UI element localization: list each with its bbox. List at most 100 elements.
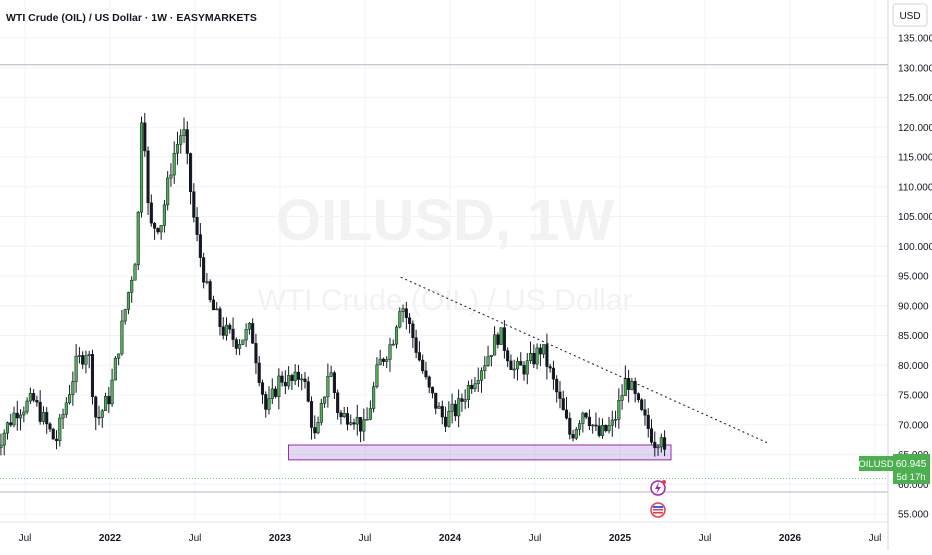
candle-body	[574, 429, 578, 439]
candle-down	[146, 146, 150, 215]
candle-up	[368, 400, 372, 421]
candle-down	[633, 377, 637, 403]
candle-body	[391, 343, 395, 346]
candle-body	[290, 375, 294, 381]
candle-down	[519, 352, 523, 366]
currency-box[interactable]	[892, 3, 928, 27]
candle-body	[309, 401, 314, 428]
candle-body	[300, 378, 304, 381]
candle-down	[260, 379, 265, 405]
candle-down	[404, 301, 408, 330]
candle-up	[84, 350, 88, 374]
candle-down	[594, 412, 598, 432]
candle-body	[463, 399, 467, 402]
candle-down	[653, 431, 657, 457]
us-flag-icon[interactable]	[650, 502, 666, 518]
candle-up	[483, 356, 487, 379]
candle-down	[251, 318, 255, 344]
candle-down	[198, 223, 202, 268]
candle-down	[604, 424, 608, 433]
candle-body	[548, 366, 552, 369]
candle-up	[450, 393, 454, 424]
price-tag-bg	[893, 454, 930, 484]
candle-up	[22, 406, 26, 423]
candle-up	[5, 421, 10, 440]
candle-down	[32, 389, 36, 403]
lightning-icon[interactable]	[650, 480, 666, 496]
candle-body	[254, 343, 258, 364]
price-tick-label: 75.000	[898, 391, 929, 402]
candle-body	[362, 419, 366, 432]
candle-up	[499, 327, 503, 345]
price-tick-label: 100.000	[898, 242, 932, 253]
candle-body	[19, 414, 23, 419]
candle-body	[437, 406, 441, 409]
candle-body	[329, 372, 333, 377]
candle-down	[38, 390, 42, 425]
watermark-main: OILUSD, 1W	[276, 188, 615, 253]
candle-body	[636, 393, 640, 400]
candle-body	[398, 311, 402, 328]
candle-body	[54, 438, 59, 442]
candle-up	[342, 406, 346, 418]
candle-body	[447, 411, 451, 427]
candle-down	[143, 112, 147, 157]
candle-body	[342, 413, 346, 418]
time-tick-label: 2026	[779, 533, 802, 544]
candle-body	[411, 323, 415, 338]
candle-up	[476, 367, 480, 392]
candle-down	[149, 194, 153, 227]
candle-down	[339, 410, 343, 425]
candle-body	[388, 344, 392, 360]
candle-down	[9, 413, 13, 428]
price-tick-label: 95.000	[898, 272, 929, 283]
candle-down	[430, 386, 435, 399]
candle-body	[460, 398, 464, 402]
candle-down	[81, 351, 85, 369]
candle-body	[25, 400, 29, 413]
candle-body	[476, 380, 480, 385]
candle-down	[470, 379, 474, 394]
candle-body	[146, 150, 150, 204]
candle-body	[5, 422, 10, 434]
candle-body	[617, 400, 621, 420]
candle-up	[166, 171, 170, 211]
candle-body	[646, 414, 650, 429]
candle-down	[417, 341, 421, 362]
candle-body	[486, 356, 490, 366]
candle-up	[0, 433, 3, 456]
candle-body	[264, 394, 268, 410]
time-tick-label: Jul	[699, 533, 712, 544]
time-axis[interactable]: Jul 2022 Jul 2023 Jul 2024 Jul 2025 Jul 2026 Jul	[0, 521, 888, 544]
candle-body	[189, 153, 193, 192]
candle-down	[352, 418, 356, 430]
candle-body	[9, 422, 13, 426]
candle-body	[277, 375, 281, 397]
candle-up	[525, 353, 529, 385]
candle-body	[326, 376, 330, 398]
candle-up	[133, 262, 137, 281]
time-tick-label: Jul	[869, 533, 882, 544]
candle-body	[499, 327, 503, 345]
candle-body	[51, 428, 55, 440]
candle-body	[107, 395, 111, 405]
candle-down	[646, 408, 650, 438]
candle-body	[414, 337, 418, 353]
candle-body	[424, 370, 428, 378]
candle-up	[130, 276, 134, 303]
candle-up	[620, 384, 624, 410]
candle-down	[636, 392, 640, 403]
candle-up	[372, 381, 376, 413]
candle-down	[94, 395, 98, 431]
candle-body	[202, 257, 206, 283]
candle-down	[303, 372, 307, 389]
candle-down	[584, 412, 588, 420]
candle-body	[94, 396, 98, 418]
candle-body	[287, 375, 291, 387]
candle-up	[607, 416, 611, 434]
candle-down	[202, 252, 206, 289]
candle-down	[97, 405, 101, 426]
candle-body	[133, 264, 137, 281]
